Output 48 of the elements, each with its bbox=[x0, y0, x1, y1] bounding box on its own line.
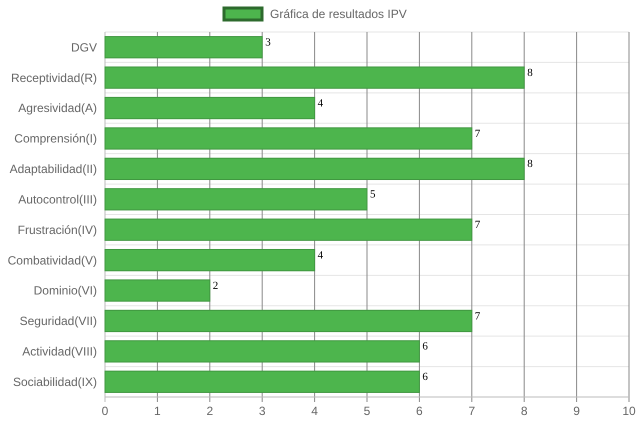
data-label: 5 bbox=[370, 188, 376, 201]
y-tick-label: Receptividad(R) bbox=[10, 70, 97, 85]
data-label: 7 bbox=[474, 310, 481, 322]
x-tick-label: 5 bbox=[364, 404, 371, 418]
y-tick-label: Combatividad(V) bbox=[8, 253, 97, 268]
bar bbox=[104, 158, 525, 180]
bar bbox=[104, 36, 263, 58]
data-label: 8 bbox=[527, 66, 534, 79]
legend-label: Gráfica de resultados IPV bbox=[270, 7, 407, 21]
bar bbox=[104, 279, 210, 302]
x-tick-label: 2 bbox=[206, 404, 214, 418]
bar bbox=[104, 248, 316, 272]
bar bbox=[104, 370, 420, 393]
x-tick-label: 10 bbox=[622, 404, 636, 418]
y-tick-label: DGV bbox=[70, 40, 97, 54]
data-label: 8 bbox=[527, 158, 534, 170]
y-tick-label: Seguridad(VII) bbox=[20, 314, 97, 328]
x-tick-label: 9 bbox=[573, 404, 580, 418]
x-tick-label: 0 bbox=[102, 404, 109, 418]
bar bbox=[104, 310, 472, 332]
data-label: 2 bbox=[212, 280, 218, 292]
data-label: 7 bbox=[474, 219, 481, 232]
data-label: 6 bbox=[422, 371, 428, 384]
y-tick-label: Adaptabilidad(II) bbox=[10, 162, 97, 176]
y-tick-label: Autocontrol(III) bbox=[18, 192, 97, 206]
data-label: 6 bbox=[422, 340, 428, 353]
y-tick-label: Agresividad(A) bbox=[18, 101, 97, 116]
data-label: 3 bbox=[265, 36, 272, 49]
x-tick-label: 8 bbox=[520, 404, 528, 418]
bar bbox=[104, 66, 525, 89]
y-tick-label: Frustración(IV) bbox=[18, 222, 97, 237]
y-tick-label: Comprensión(I) bbox=[14, 132, 97, 146]
data-label: 7 bbox=[474, 128, 481, 140]
bar bbox=[104, 218, 472, 241]
data-label: 4 bbox=[318, 249, 324, 262]
x-tick-label: 6 bbox=[416, 404, 424, 418]
x-tick-label: 4 bbox=[311, 404, 318, 418]
x-tick-label: 3 bbox=[258, 404, 266, 418]
bar bbox=[104, 340, 420, 363]
y-tick-label: Dominio(VI) bbox=[34, 284, 97, 298]
bar bbox=[104, 127, 472, 150]
x-tick-label: 7 bbox=[468, 404, 476, 418]
bar bbox=[104, 188, 368, 210]
data-label: 4 bbox=[318, 97, 324, 110]
x-tick-label: 1 bbox=[154, 404, 162, 418]
y-tick-label: Sociabilidad(IX) bbox=[12, 374, 97, 389]
bar bbox=[104, 96, 316, 120]
y-tick-label: Actividad(VIII) bbox=[22, 344, 97, 359]
